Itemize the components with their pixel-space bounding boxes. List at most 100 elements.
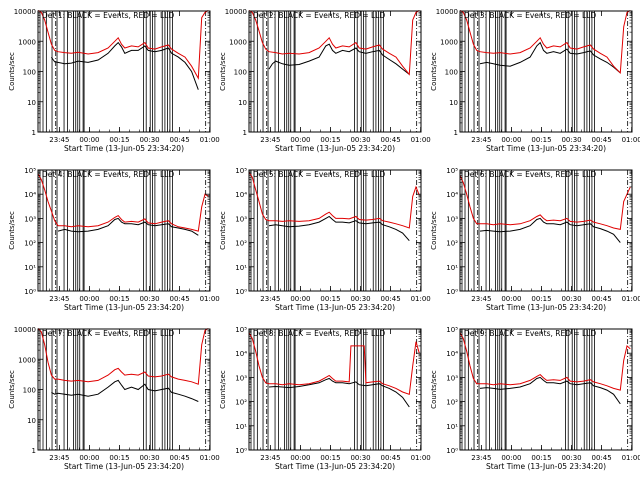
x-axis-label: Start Time (13-Jun-05 23:34:20) [64,144,184,153]
x-tick-label: 01:00 [411,136,431,144]
x-tick-label: 00:00 [79,136,99,144]
series-line-events [479,376,621,405]
y-tick-label: 10¹ [24,264,36,272]
x-tick-label: 23:45 [260,295,280,303]
y-axis-label: Counts/sec [430,211,438,250]
y-axis-label: Counts/sec [8,52,16,91]
y-tick-label: 10⁵ [24,167,36,175]
x-axis-label: Start Time (13-Jun-05 23:34:20) [486,303,606,312]
y-tick-label: 10 [449,99,458,107]
y-axis-label: Counts/sec [219,211,227,250]
x-axis-label: Start Time (13-Jun-05 23:34:20) [486,462,606,471]
detector-panel-7: 1 10 100 1000 10000 23:45 00:00 00:15 00:30 00:45… [8,326,220,471]
panel-title: Det 7: BLACK = Events, RED = LLD [42,329,174,338]
panel-title: Det 5: BLACK = Events, RED = LLD [253,170,385,179]
plot-frame [459,328,633,451]
y-tick-label: 100 [234,69,247,77]
x-tick-label: 01:00 [622,136,640,144]
x-tick-label: 23:45 [471,454,491,462]
y-tick-label: 10⁴ [446,191,458,199]
series-line-events [268,215,410,242]
y-tick-label: 10³ [235,215,247,223]
panel-title: Det 9: BLACK = Events, RED = LLD [464,329,596,338]
x-tick-label: 23:45 [471,136,491,144]
y-tick-label: 10⁴ [235,350,247,358]
series-line-events [57,217,199,236]
y-tick-label: 10⁴ [235,191,247,199]
y-tick-label: 10⁴ [24,191,36,199]
y-tick-label: 100 [23,69,36,77]
y-tick-label: 10¹ [235,423,247,431]
x-tick-label: 00:00 [501,454,521,462]
series-line-events [479,217,621,243]
y-tick-label: 1000 [440,38,458,46]
y-tick-label: 100 [445,69,458,77]
y-tick-label: 10⁵ [235,326,247,334]
x-tick-label: 00:45 [592,136,612,144]
y-axis-label: Counts/sec [219,370,227,409]
y-tick-label: 10 [27,99,36,107]
y-tick-label: 10⁰ [235,447,247,455]
x-tick-label: 00:45 [592,454,612,462]
detector-panel-6: 10⁰ 10¹ 10² 10³ 10⁴ 10⁵ 23:45 00:00 00:15 00:30 00… [430,167,640,312]
x-tick-label: 00:45 [592,295,612,303]
x-tick-label: 00:15 [320,454,340,462]
y-tick-label: 10⁵ [446,326,458,334]
x-tick-label: 00:30 [350,295,370,303]
series-line-lld [248,172,420,229]
x-tick-label: 00:00 [501,295,521,303]
x-tick-label: 01:00 [622,295,640,303]
detector-panel-1: 1 10 100 1000 10000 23:45 00:00 00:15 00:30 00:45… [8,8,220,153]
y-axis-label: Counts/sec [430,52,438,91]
x-tick-label: 00:00 [79,295,99,303]
x-axis-label: Start Time (13-Jun-05 23:34:20) [275,303,395,312]
y-tick-label: 10000 [436,8,458,16]
x-tick-label: 00:15 [531,454,551,462]
series-line-lld [459,332,631,391]
y-tick-label: 10000 [14,8,36,16]
x-tick-label: 00:00 [290,454,310,462]
y-tick-label: 10² [24,240,36,248]
y-tick-label: 10² [446,240,458,248]
series-line-lld [37,327,209,385]
x-tick-label: 00:30 [561,136,581,144]
x-tick-label: 01:00 [200,136,220,144]
y-tick-label: 10⁰ [446,288,458,296]
y-tick-label: 100 [23,387,36,395]
x-tick-label: 00:00 [501,136,521,144]
series-line-lld [37,9,209,80]
x-tick-label: 00:15 [320,295,340,303]
y-axis-label: Counts/sec [8,370,16,409]
y-tick-label: 10 [238,99,247,107]
x-tick-label: 00:30 [139,454,159,462]
y-tick-label: 10³ [24,215,36,223]
panel-title: Det 4: BLACK = Events, RED = LLD [42,170,174,179]
detector-panel-4: 10⁰ 10¹ 10² 10³ 10⁴ 10⁵ 23:45 00:00 00:15 00:30 00… [8,167,220,312]
y-tick-label: 10 [27,417,36,425]
panel-title: Det 1: BLACK = Events, RED = LLD [42,11,174,20]
y-tick-label: 10³ [446,374,458,382]
x-tick-label: 00:45 [381,136,401,144]
y-tick-label: 1000 [18,38,36,46]
y-tick-label: 10⁵ [235,167,247,175]
x-tick-label: 00:45 [381,295,401,303]
y-axis-label: Counts/sec [8,211,16,250]
detector-panel-2: 1 10 100 1000 10000 23:45 00:00 00:15 00:30 00:45… [219,8,431,153]
y-tick-label: 1 [454,129,458,137]
x-tick-label: 00:15 [109,295,129,303]
y-tick-label: 10² [235,399,247,407]
y-tick-label: 10000 [225,8,247,16]
x-tick-label: 01:00 [411,295,431,303]
y-tick-label: 10000 [14,326,36,334]
plot-frame [248,328,422,451]
x-tick-label: 01:00 [200,454,220,462]
y-axis-label: Counts/sec [219,52,227,91]
x-tick-label: 00:00 [290,136,310,144]
x-tick-label: 00:30 [350,136,370,144]
y-tick-label: 10¹ [446,264,458,272]
x-tick-label: 01:00 [200,295,220,303]
x-tick-label: 00:30 [561,295,581,303]
x-tick-label: 01:00 [622,454,640,462]
panel-title: Det 6: BLACK = Events, RED = LLD [464,170,596,179]
